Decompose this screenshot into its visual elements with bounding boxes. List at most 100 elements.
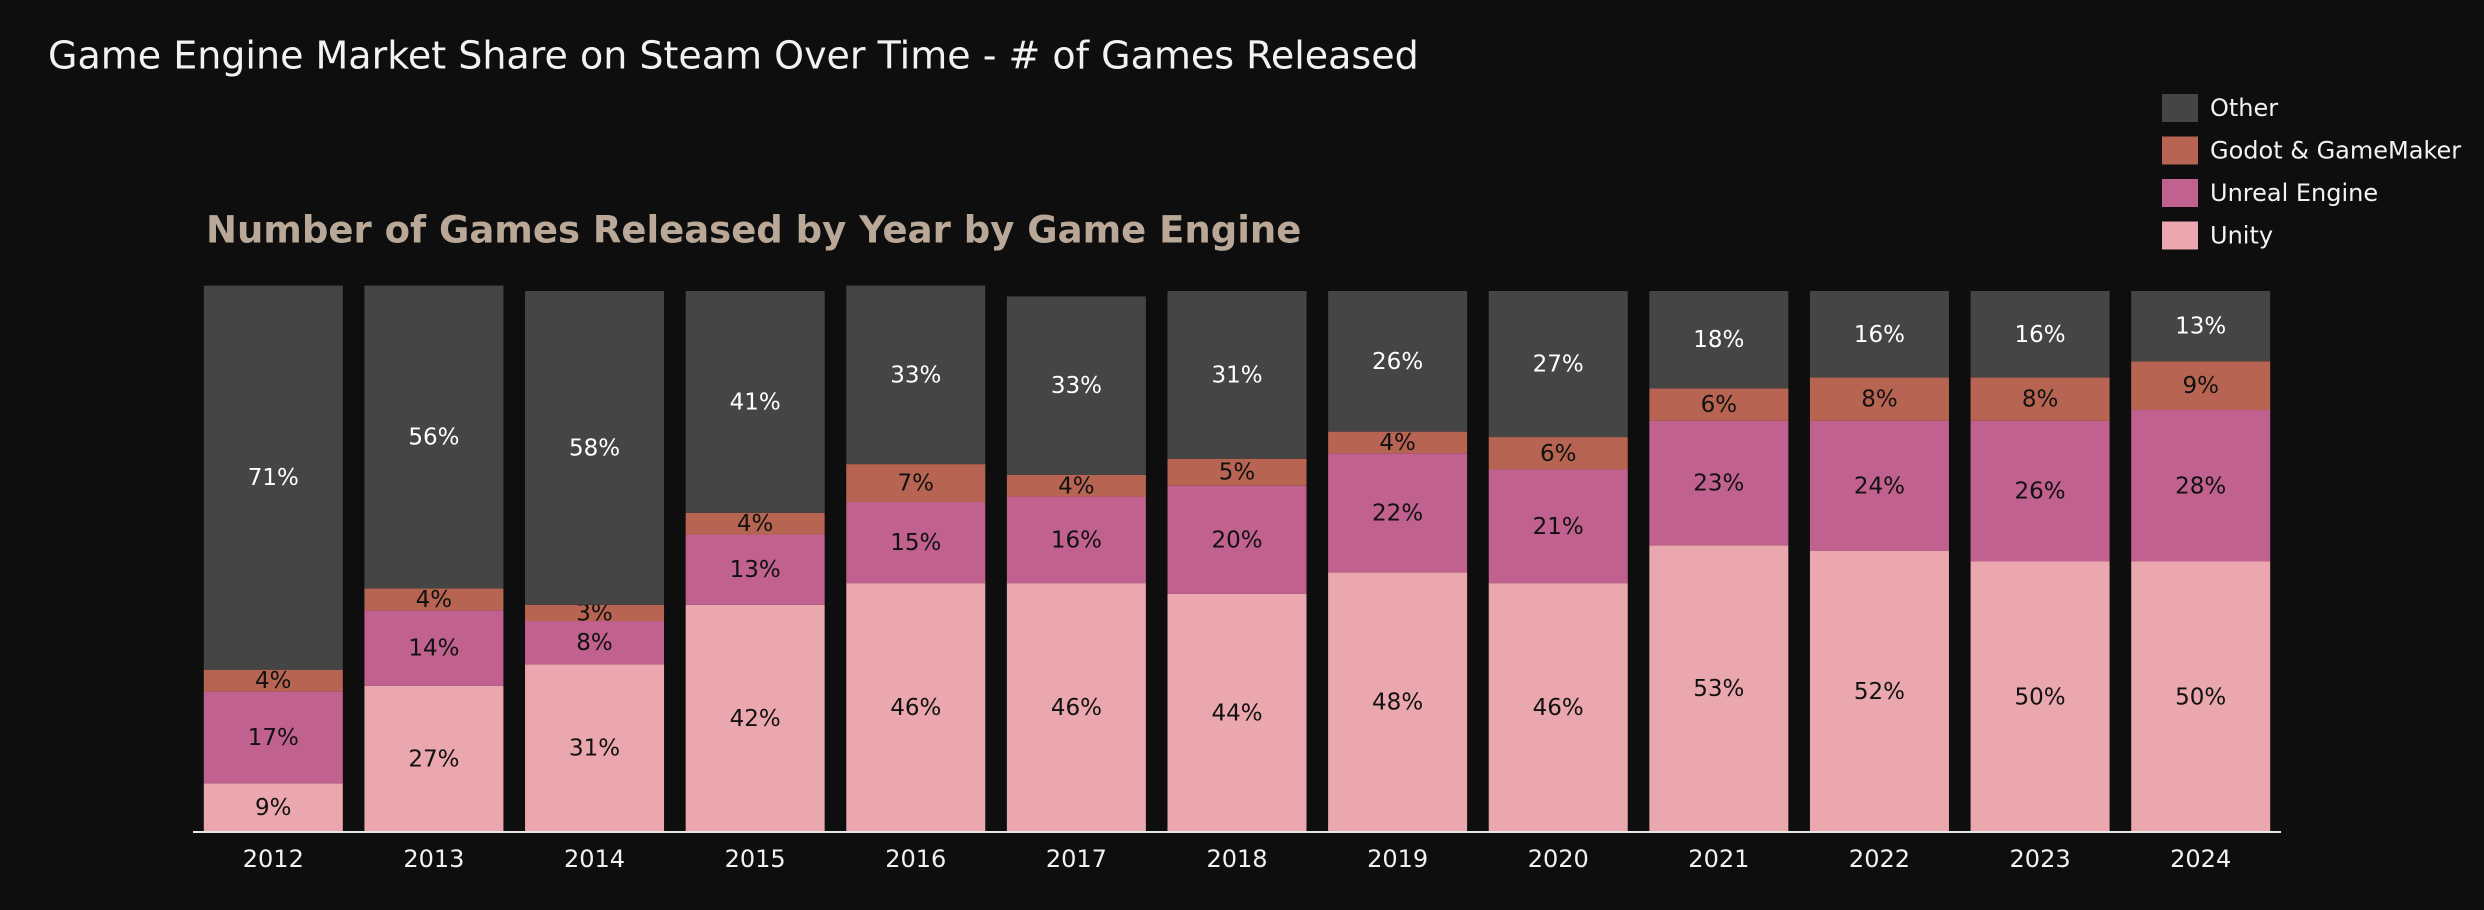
x-tick-label: 2021 <box>1688 845 1749 873</box>
legend-label: Other <box>2210 94 2278 122</box>
data-label: 4% <box>1379 430 1416 456</box>
legend-swatch <box>2162 136 2198 165</box>
x-tick-label: 2018 <box>1206 845 1267 873</box>
bar-segment <box>846 501 986 584</box>
bar-segment <box>2131 410 2271 562</box>
data-label: 27% <box>1533 352 1584 378</box>
x-tick-label: 2016 <box>885 845 946 873</box>
data-label: 9% <box>2182 373 2219 399</box>
bar-segment <box>1649 388 1789 421</box>
page-subtitle: Game Engine Market Share on Steam Over T… <box>48 34 1419 78</box>
legend-label: Godot & GameMaker <box>2210 137 2461 165</box>
data-label: 14% <box>408 636 459 662</box>
data-label: 4% <box>416 587 453 613</box>
bar-segment <box>1167 291 1307 459</box>
bar-segment <box>1167 593 1307 832</box>
data-label: 4% <box>255 668 292 694</box>
legend-label: Unreal Engine <box>2210 179 2378 207</box>
bar-segment <box>846 583 986 832</box>
data-label: 20% <box>1211 527 1262 553</box>
bar-segment <box>1328 572 1468 832</box>
data-label: 23% <box>1693 471 1744 497</box>
bar-segment <box>525 604 665 622</box>
bar-segment <box>2131 291 2271 362</box>
bar-segment <box>203 669 343 692</box>
legend-swatch <box>2162 221 2198 250</box>
data-label: 52% <box>1854 679 1905 705</box>
data-label: 4% <box>737 511 774 537</box>
bar-segment <box>685 604 825 832</box>
bar-segment <box>1649 545 1789 832</box>
bar-segment <box>2131 361 2271 411</box>
data-label: 17% <box>248 725 299 751</box>
x-tick-label: 2022 <box>1849 845 1910 873</box>
legend-swatch <box>2162 94 2198 122</box>
legend-swatch <box>2162 179 2198 207</box>
bar-segment <box>1809 291 1949 378</box>
bar-segment <box>1488 469 1628 584</box>
data-label: 16% <box>2015 322 2066 348</box>
bar-segment <box>685 534 825 605</box>
data-label: 58% <box>569 435 620 461</box>
data-label: 8% <box>2022 387 2059 413</box>
bar-segment <box>1970 561 2110 832</box>
data-label: 26% <box>2015 479 2066 505</box>
data-label: 33% <box>1051 373 1102 399</box>
bar-segment <box>1328 453 1468 573</box>
bar-segment <box>685 512 825 535</box>
bar-segment <box>1488 291 1628 438</box>
legend-label: Unity <box>2210 222 2273 250</box>
data-label: 44% <box>1211 700 1262 726</box>
data-label: 16% <box>1051 527 1102 553</box>
x-tick-label: 2024 <box>2170 845 2231 873</box>
data-label: 27% <box>408 746 459 772</box>
bar-segment <box>1006 496 1146 584</box>
x-tick-label: 2012 <box>243 845 304 873</box>
bar-segment <box>2131 561 2271 832</box>
x-tick-label: 2015 <box>725 845 786 873</box>
bar-segment <box>1488 437 1628 470</box>
data-label: 26% <box>1372 349 1423 375</box>
bar-segment <box>364 285 504 589</box>
x-tick-label: 2014 <box>564 845 625 873</box>
data-label: 48% <box>1372 690 1423 716</box>
data-label: 71% <box>248 465 299 491</box>
data-label: 31% <box>569 736 620 762</box>
bar-segment <box>1809 550 1949 832</box>
data-label: 33% <box>890 362 941 388</box>
data-label: 50% <box>2175 684 2226 710</box>
bar-segment <box>364 588 504 611</box>
bar-segment <box>1006 474 1146 497</box>
data-label: 24% <box>1854 473 1905 499</box>
data-label: 7% <box>898 471 935 497</box>
data-label: 22% <box>1372 500 1423 526</box>
data-label: 41% <box>730 389 781 415</box>
bar-segment <box>525 291 665 605</box>
data-label: 6% <box>1540 441 1577 467</box>
bar-segment <box>1167 485 1307 594</box>
data-label: 53% <box>1693 676 1744 702</box>
data-label: 28% <box>2175 473 2226 499</box>
data-label: 50% <box>2015 684 2066 710</box>
bar-segment <box>1006 296 1146 475</box>
data-label: 6% <box>1701 392 1738 418</box>
bar-segment <box>1649 420 1789 546</box>
data-label: 8% <box>1861 387 1898 413</box>
bar-segment <box>1649 291 1789 389</box>
data-label: 46% <box>890 695 941 721</box>
data-label: 21% <box>1533 514 1584 540</box>
bar-segment <box>1006 583 1146 832</box>
bar-segment <box>1328 431 1468 454</box>
bar-segment <box>203 285 343 670</box>
x-tick-label: 2020 <box>1528 845 1589 873</box>
data-label: 8% <box>576 630 613 656</box>
bar-segment <box>525 664 665 832</box>
x-tick-label: 2019 <box>1367 845 1428 873</box>
data-label: 46% <box>1051 695 1102 721</box>
data-label: 42% <box>730 706 781 732</box>
data-label: 46% <box>1533 695 1584 721</box>
bar-segment <box>1167 458 1307 486</box>
data-label: 16% <box>1854 322 1905 348</box>
